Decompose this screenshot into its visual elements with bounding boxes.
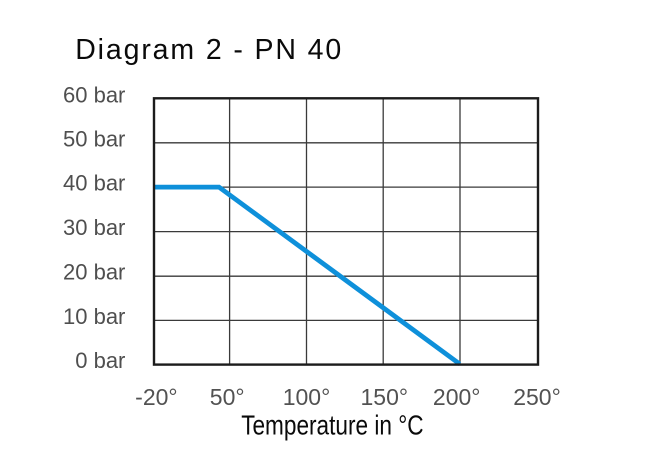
svg-text:-20°: -20° [135, 384, 177, 410]
svg-text:0 bar: 0 bar [75, 348, 125, 373]
svg-text:200°: 200° [433, 384, 481, 410]
svg-text:10 bar: 10 bar [63, 304, 125, 329]
svg-text:60 bar: 60 bar [63, 83, 125, 108]
svg-text:30 bar: 30 bar [63, 215, 125, 240]
svg-text:50 bar: 50 bar [63, 126, 125, 151]
svg-text:150°: 150° [361, 384, 409, 410]
svg-text:Temperature in °C: Temperature in °C [241, 409, 423, 440]
svg-text:250°: 250° [513, 384, 561, 410]
svg-text:50°: 50° [210, 384, 245, 410]
svg-text:20 bar: 20 bar [63, 260, 125, 285]
svg-text:40 bar: 40 bar [63, 171, 125, 196]
svg-text:100°: 100° [283, 384, 331, 410]
svg-text:Diagram 2 - PN 40: Diagram 2 - PN 40 [75, 34, 341, 66]
